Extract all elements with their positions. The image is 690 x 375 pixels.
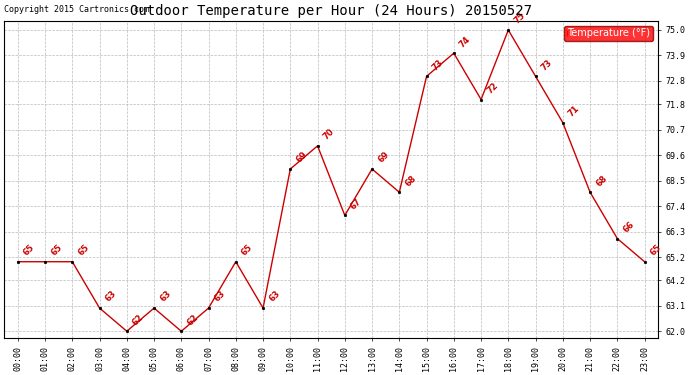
Text: 71: 71 [567,104,582,118]
Title: Outdoor Temperature per Hour (24 Hours) 20150527: Outdoor Temperature per Hour (24 Hours) … [130,4,532,18]
Text: 65: 65 [22,243,37,258]
Text: 65: 65 [240,243,255,258]
Text: 73: 73 [431,58,445,72]
Text: 63: 63 [104,290,118,304]
Text: 62: 62 [186,312,200,327]
Text: 67: 67 [349,196,364,211]
Text: 65: 65 [49,243,64,258]
Text: 70: 70 [322,127,336,142]
Text: 66: 66 [622,220,636,234]
Text: 75: 75 [513,11,527,26]
Text: 74: 74 [458,34,473,49]
Text: 65: 65 [649,243,663,258]
Text: 72: 72 [485,81,500,95]
Text: 68: 68 [594,174,609,188]
Text: 69: 69 [376,150,391,165]
Text: Copyright 2015 Cartronics.com: Copyright 2015 Cartronics.com [4,5,149,14]
Text: 62: 62 [131,312,146,327]
Text: 69: 69 [295,150,309,165]
Text: 73: 73 [540,58,554,72]
Text: 68: 68 [404,174,418,188]
Legend: Temperature (°F): Temperature (°F) [564,26,653,41]
Text: 63: 63 [158,290,172,304]
Text: 63: 63 [213,290,227,304]
Text: 63: 63 [267,290,282,304]
Text: 65: 65 [77,243,91,258]
